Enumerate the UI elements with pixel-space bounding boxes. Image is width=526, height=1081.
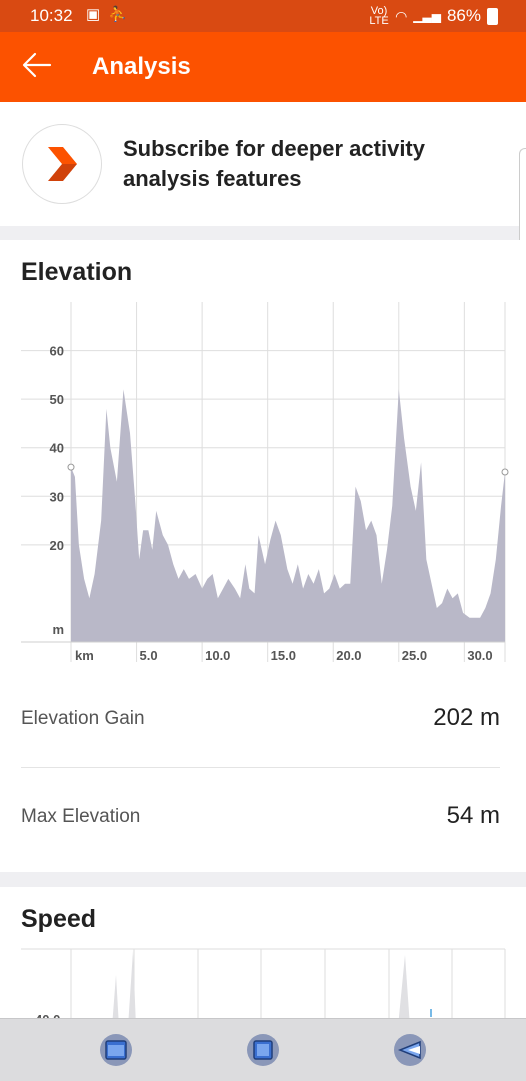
home-icon[interactable] [246,1033,280,1067]
x-unit-label: km [75,648,94,663]
max-elevation-label: Max Elevation [21,806,141,827]
gallery-icon: ▣ [86,6,101,23]
divider [21,767,500,768]
signal-icon: ▁▃▅ [413,9,441,23]
back-nav-icon[interactable] [393,1033,427,1067]
subscribe-text: Subscribe for deeper activity analysis f… [123,136,425,191]
elevation-gain-row: Elevation Gain 202 m [0,670,526,768]
x-tick-label: 5.0 [140,648,158,663]
strava-chevron-logo [22,124,102,204]
y-unit-label: m [52,622,64,637]
x-tick-label: 30.0 [467,648,492,663]
battery-percent: 86% [446,6,481,25]
chevron-icon [48,147,77,181]
elevation-card: Elevation 20 30 40 50 60 m km 5.0 10.0 15.0 20.0 25… [0,240,526,872]
speed-chart[interactable]: 40.0 [0,947,526,1027]
status-bar: 10:32 ▣ ⛹ Vo) LTE ◠ ▁▃▅ 86% [0,0,526,32]
y-tick-label: 30 [50,489,64,504]
x-tick-label: 20.0 [336,648,361,663]
x-tick-label: 25.0 [402,648,427,663]
x-tick-label: 15.0 [271,648,296,663]
elevation-title: Elevation [21,258,133,286]
notification-icons: ▣ ⛹ [86,5,127,23]
y-tick-label: 50 [50,392,64,407]
y-tick-label: 20 [50,538,64,553]
elevation-gain-value: 202 m [433,704,500,731]
recent-apps-icon[interactable] [99,1033,133,1067]
y-tick-label: 60 [50,344,64,359]
battery-icon [487,7,498,25]
elevation-area [71,389,505,642]
app-bar: Analysis [0,32,526,102]
speed-title: Speed [21,905,97,933]
status-time: 10:32 [30,6,73,25]
back-arrow-icon[interactable] [22,50,52,80]
page-title: Analysis [92,53,191,80]
elevation-chart[interactable]: 20 30 40 50 60 mkm 5.0 10.0 15.0 20.0 25.0 30.0 [0,302,526,668]
volte-icon: Vo) LTE [369,5,389,27]
system-nav-bar [0,1018,526,1081]
end-point-marker [501,468,509,476]
x-tick-label: 10.0 [205,648,230,663]
start-point-marker [67,463,75,471]
max-elevation-value: 54 m [446,802,500,829]
status-right: Vo) LTE ◠ ▁▃▅ 86% [369,5,498,27]
subscribe-promo[interactable]: Subscribe for deeper activity analysis f… [0,102,526,226]
y-tick-label: 40 [50,441,64,456]
runner-icon: ⛹ [108,6,128,23]
elevation-gain-label: Elevation Gain [21,708,145,729]
max-elevation-row: Max Elevation 54 m [0,768,526,866]
wifi-icon: ◠ [395,7,408,24]
speed-card: Speed 40.0 [0,887,526,1027]
